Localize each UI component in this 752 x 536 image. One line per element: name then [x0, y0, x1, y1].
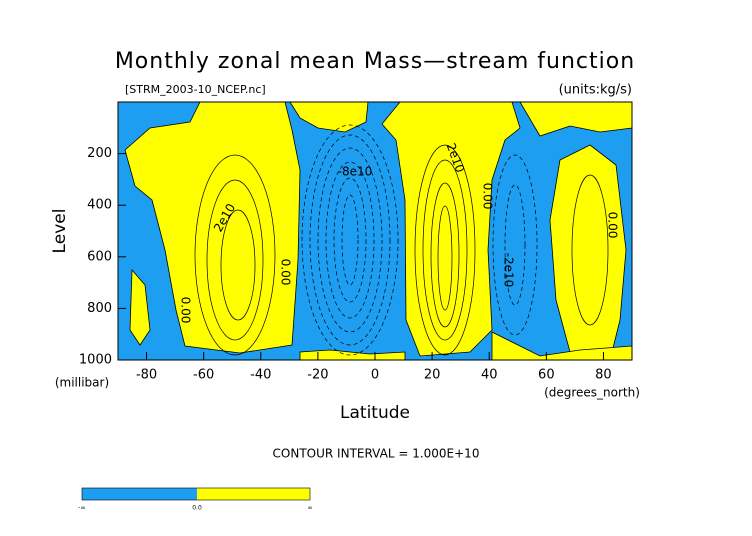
colorbar-negative — [82, 488, 197, 500]
contour-label: -2e10 — [502, 253, 516, 288]
y-tick-label: 1000 — [79, 353, 112, 368]
contour-label: 0.00 — [279, 259, 293, 286]
x-tick-label: -80 — [136, 368, 157, 383]
contour-interval: CONTOUR INTERVAL = 1.000E+10 — [273, 447, 480, 461]
contour-line — [220, 209, 256, 321]
contour-line — [325, 161, 375, 319]
x-tick-label: -20 — [307, 368, 328, 383]
contour-line — [309, 134, 391, 346]
x-unit: (degrees_north) — [544, 386, 640, 400]
x-tick-label: 80 — [595, 368, 612, 383]
x-tick-label: 40 — [481, 368, 498, 383]
contour-label: -8e10 — [338, 165, 373, 179]
x-tick-label: 0 — [371, 368, 379, 383]
colorbar-label: ∞ — [308, 505, 313, 512]
units-label: (units:kg/s) — [559, 83, 632, 98]
colorbar-label: 0.0 — [192, 505, 202, 512]
contour-line — [206, 179, 264, 341]
y-tick-label: 200 — [87, 146, 112, 161]
contour-label: 0.00 — [179, 297, 193, 324]
colorbar-frame — [81, 487, 311, 501]
contour-line — [571, 174, 609, 326]
x-tick-label: 20 — [424, 368, 441, 383]
contour-line — [301, 124, 399, 356]
contour-line — [317, 147, 383, 333]
subtitle: [STRM_2003-10_NCEP.nc] — [125, 83, 266, 96]
contour-line — [414, 144, 476, 356]
x-tick-label: -60 — [193, 368, 214, 383]
x-axis-label: Latitude — [340, 403, 410, 423]
x-tick-label: -40 — [250, 368, 271, 383]
positive-field — [129, 268, 151, 346]
colorbar-label: -∞ — [78, 505, 85, 512]
contour-line — [430, 182, 460, 328]
y-unit: (millibar) — [55, 376, 109, 390]
positive-field — [549, 144, 627, 353]
y-tick-label: 800 — [87, 301, 112, 316]
contour-line — [333, 177, 367, 303]
contour-label: 0.00 — [481, 183, 495, 210]
contour-line — [437, 205, 453, 311]
chart-title: Monthly zonal mean Mass—stream function — [115, 49, 635, 74]
y-tick-label: 600 — [87, 249, 112, 264]
contour-line — [492, 154, 538, 336]
colorbar-positive — [197, 488, 310, 500]
contour-label: 0.00 — [606, 212, 620, 239]
x-tick-label: 60 — [538, 368, 555, 383]
y-tick-label: 400 — [87, 198, 112, 213]
positive-field — [124, 101, 301, 354]
contour-line — [422, 159, 468, 341]
contour-line — [194, 154, 276, 356]
y-axis-label: Level — [50, 209, 70, 254]
contour-line — [504, 184, 526, 306]
contour-line — [341, 194, 359, 286]
